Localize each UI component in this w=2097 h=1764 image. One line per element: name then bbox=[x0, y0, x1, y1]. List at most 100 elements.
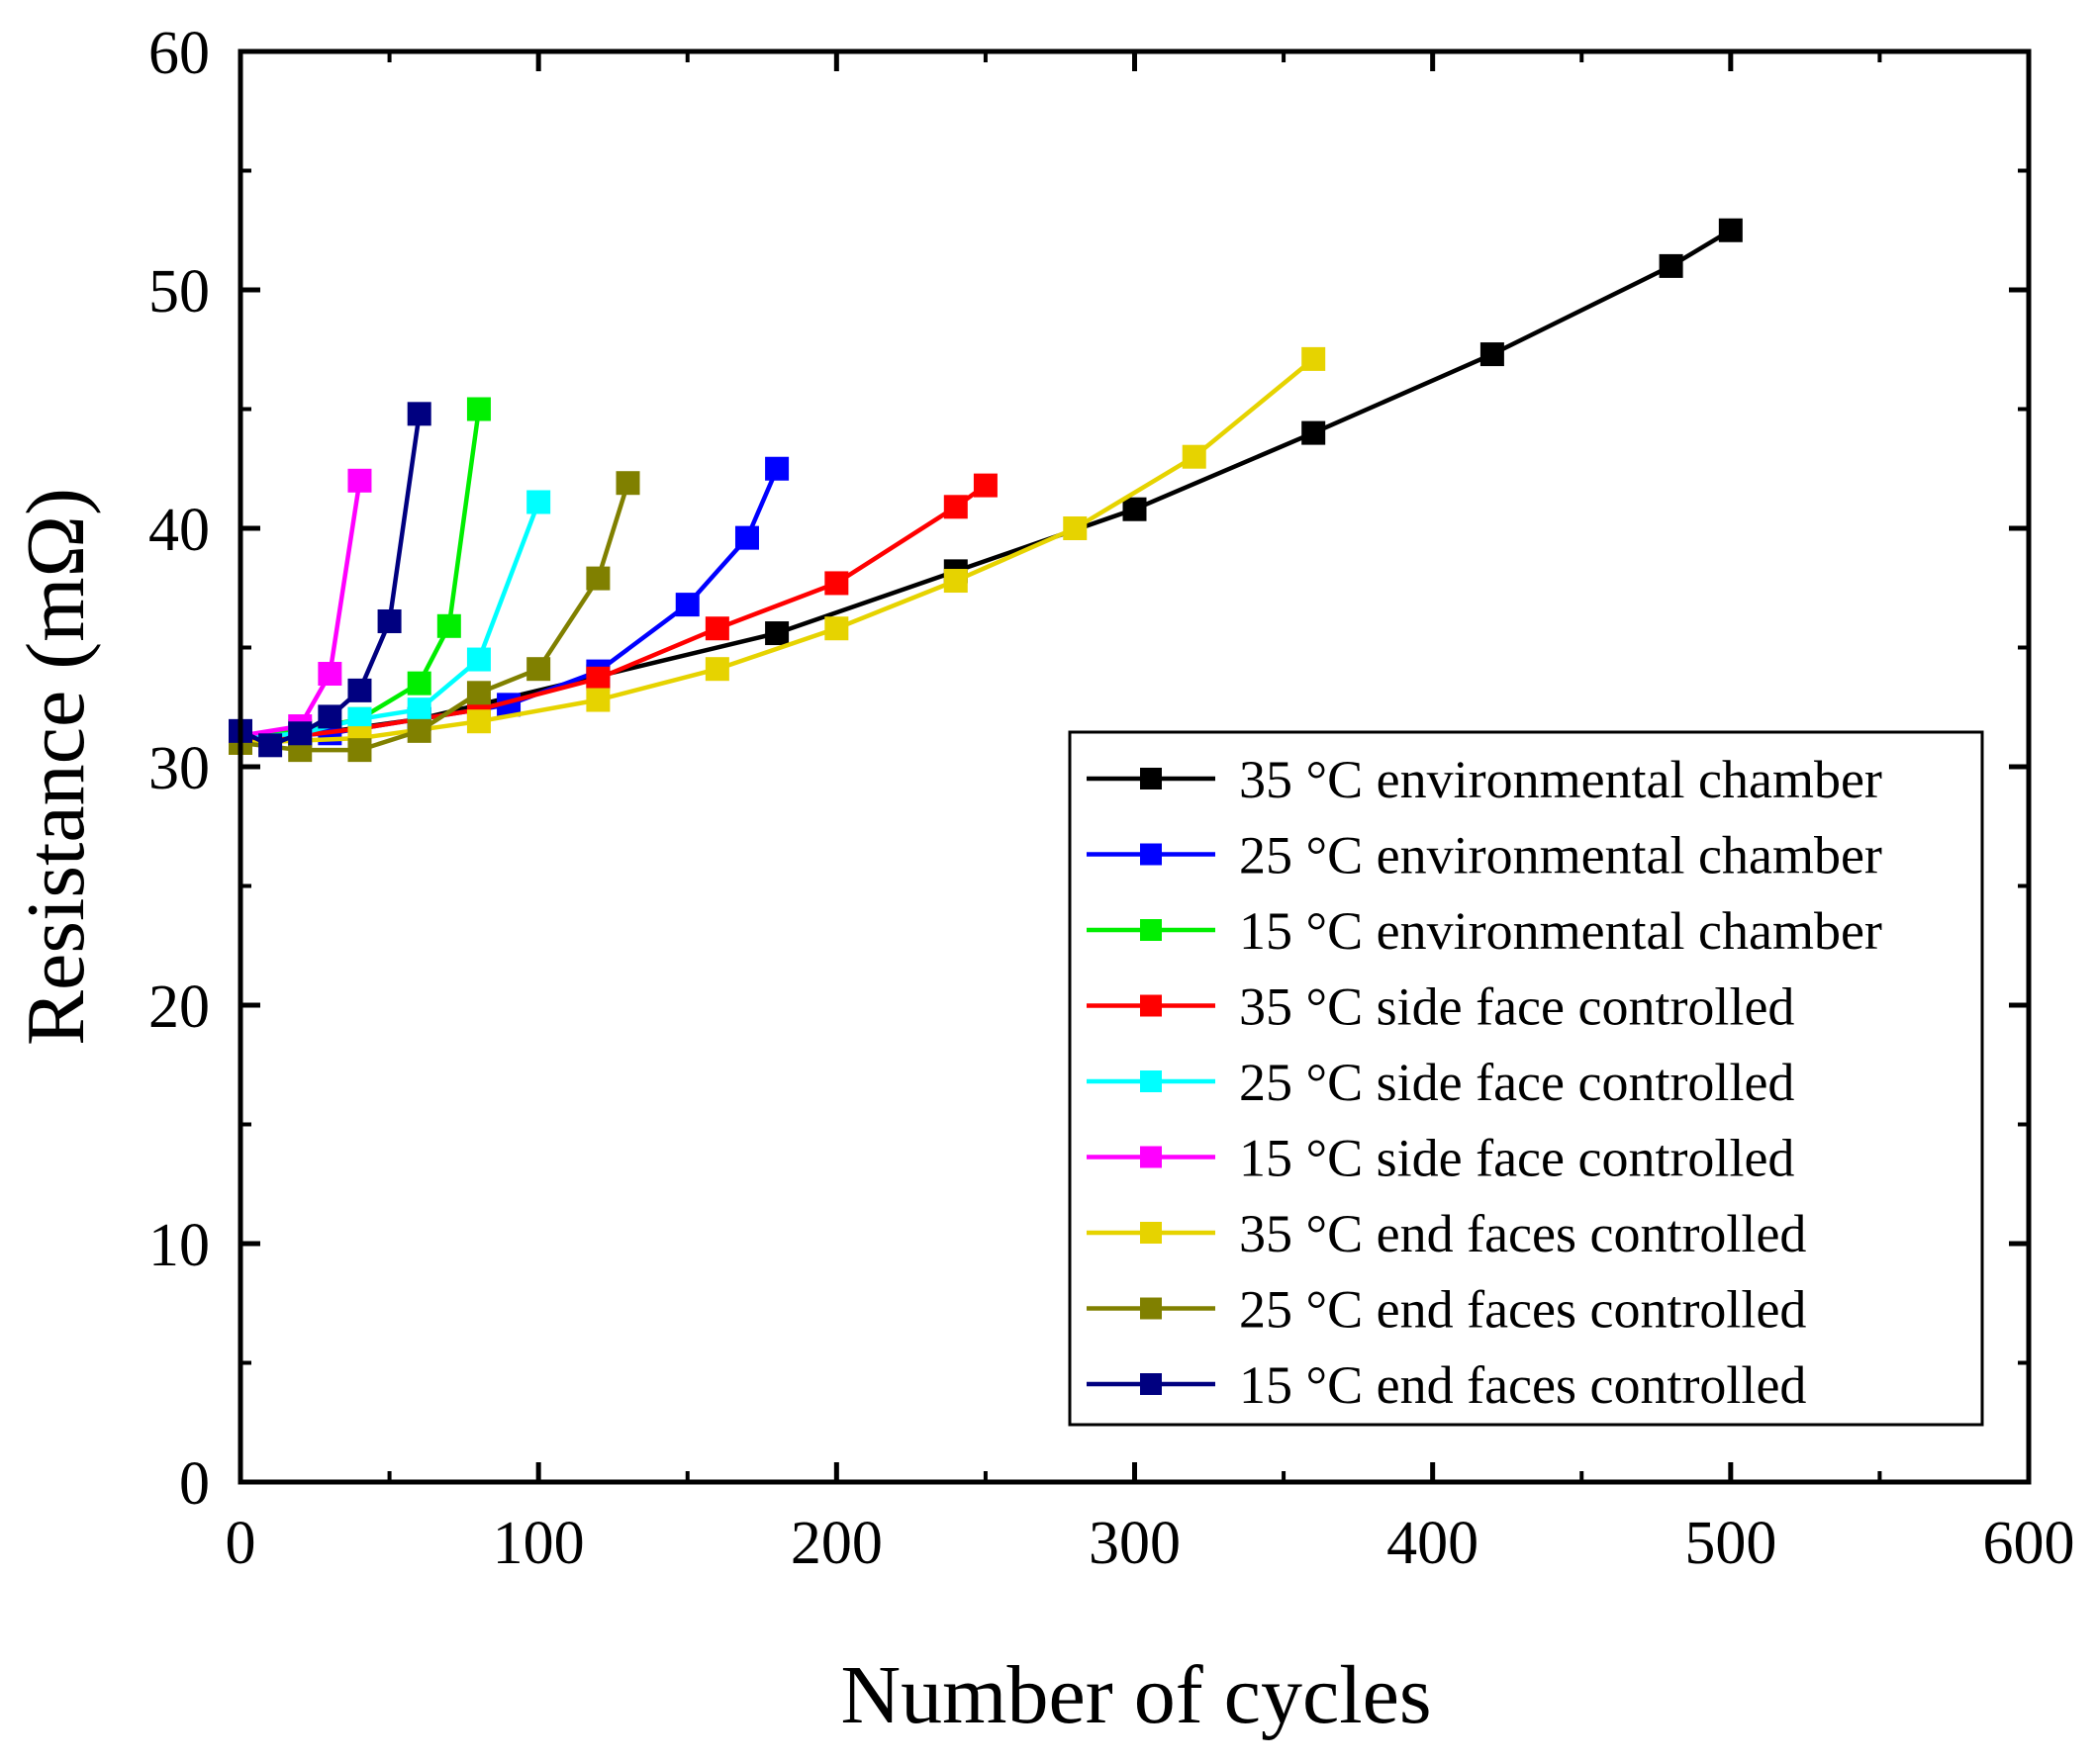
data-point bbox=[1301, 346, 1326, 371]
data-point bbox=[347, 468, 372, 493]
legend: 35 °C environmental chamber 25 °C environ… bbox=[1068, 730, 1984, 1427]
legend-swatch-marker bbox=[1140, 1146, 1162, 1168]
data-point bbox=[347, 738, 372, 763]
legend-item: 15 °C end faces controlled bbox=[1087, 1355, 1806, 1415]
y-tick-label: 40 bbox=[148, 497, 210, 564]
y-tick-label: 20 bbox=[148, 974, 210, 1041]
data-point bbox=[288, 721, 313, 746]
data-point bbox=[466, 709, 491, 734]
data-point bbox=[1479, 342, 1504, 367]
legend-item: 15 °C environmental chamber bbox=[1087, 901, 1882, 961]
legend-swatch-marker bbox=[1140, 843, 1162, 866]
x-tick-label: 500 bbox=[1684, 1510, 1776, 1577]
data-point bbox=[675, 593, 700, 617]
data-point bbox=[586, 566, 611, 591]
legend-label: 15 °C environmental chamber bbox=[1239, 901, 1882, 961]
series-line bbox=[239, 483, 988, 746]
data-point bbox=[943, 495, 968, 519]
x-tick-label: 0 bbox=[226, 1510, 256, 1577]
data-point bbox=[734, 525, 759, 550]
legend-label: 25 °C environmental chamber bbox=[1239, 826, 1882, 885]
data-point bbox=[377, 608, 402, 633]
series-9 bbox=[229, 402, 431, 758]
legend-label: 25 °C side face controlled bbox=[1239, 1053, 1794, 1112]
y-tick-label: 60 bbox=[148, 20, 210, 87]
legend-swatch-marker bbox=[1140, 1373, 1162, 1395]
data-point bbox=[1182, 444, 1206, 469]
data-point bbox=[407, 697, 431, 722]
data-point bbox=[1659, 253, 1683, 278]
legend-item: 35 °C end faces controlled bbox=[1087, 1204, 1806, 1263]
data-point bbox=[616, 471, 640, 496]
legend-label: 25 °C end faces controlled bbox=[1239, 1280, 1806, 1340]
data-point bbox=[436, 613, 461, 638]
data-point bbox=[258, 733, 283, 758]
legend-swatch-marker bbox=[1140, 1070, 1162, 1092]
data-point bbox=[1301, 420, 1326, 445]
series-line bbox=[239, 413, 422, 748]
data-point bbox=[824, 571, 849, 596]
data-point bbox=[407, 671, 431, 696]
y-tick-label: 10 bbox=[148, 1212, 210, 1279]
data-point bbox=[526, 490, 551, 514]
x-tick-label: 400 bbox=[1386, 1510, 1478, 1577]
series-line bbox=[239, 482, 630, 753]
data-point bbox=[318, 704, 342, 729]
data-point bbox=[1718, 218, 1743, 242]
data-point bbox=[973, 473, 998, 498]
series-6 bbox=[229, 468, 372, 748]
legend-label: 35 °C end faces controlled bbox=[1239, 1204, 1806, 1263]
series-layer bbox=[229, 218, 1743, 763]
legend-swatch-marker bbox=[1140, 1222, 1162, 1244]
x-tick-label: 300 bbox=[1089, 1510, 1181, 1577]
legend-item: 35 °C environmental chamber bbox=[1087, 750, 1882, 809]
x-tick-label: 200 bbox=[791, 1510, 883, 1577]
data-point bbox=[943, 569, 968, 594]
legend-swatch-marker bbox=[1140, 994, 1162, 1017]
series-4 bbox=[229, 473, 998, 755]
legend-item: 15 °C side face controlled bbox=[1087, 1129, 1794, 1188]
data-point bbox=[1063, 516, 1088, 540]
data-point bbox=[466, 681, 491, 705]
data-point bbox=[765, 621, 790, 646]
data-point bbox=[586, 688, 611, 712]
legend-label: 15 °C side face controlled bbox=[1239, 1129, 1794, 1188]
legend-item: 25 °C side face controlled bbox=[1087, 1053, 1794, 1112]
legend-item: 35 °C side face controlled bbox=[1087, 977, 1794, 1037]
data-point bbox=[318, 662, 342, 687]
legend-box bbox=[1068, 730, 1984, 1427]
data-point bbox=[466, 647, 491, 672]
y-axis-title: Resistance (mΩ) bbox=[10, 488, 102, 1046]
data-point bbox=[407, 718, 431, 743]
x-axis-title: Number of cycles bbox=[840, 1649, 1431, 1741]
y-tick-label: 50 bbox=[148, 258, 210, 325]
y-tick-label: 30 bbox=[148, 735, 210, 802]
plot-frame bbox=[238, 48, 2032, 1485]
legend-label: 15 °C end faces controlled bbox=[1239, 1355, 1806, 1415]
data-point bbox=[347, 678, 372, 702]
data-point bbox=[824, 616, 849, 641]
x-tick-label: 100 bbox=[493, 1510, 585, 1577]
data-point bbox=[765, 456, 790, 481]
legend-swatch-marker bbox=[1140, 768, 1162, 789]
series-7 bbox=[229, 346, 1326, 755]
data-point bbox=[407, 402, 431, 426]
legend-label: 35 °C side face controlled bbox=[1239, 977, 1794, 1037]
data-point bbox=[466, 397, 491, 421]
data-point bbox=[705, 616, 729, 641]
y-tick-label: 0 bbox=[179, 1450, 210, 1518]
legend-swatch-marker bbox=[1140, 1297, 1162, 1320]
data-point bbox=[586, 666, 611, 691]
series-line bbox=[239, 480, 362, 738]
data-point bbox=[705, 657, 729, 682]
legend-swatch-marker bbox=[1140, 919, 1162, 941]
x-tick-label: 600 bbox=[1983, 1510, 2075, 1577]
ticks-layer: 0 100 200 300 400 500 600 0 10 20 30 40 50 60 bbox=[148, 20, 2075, 1577]
data-point bbox=[526, 657, 551, 682]
legend-label: 35 °C environmental chamber bbox=[1239, 750, 1882, 809]
legend-item: 25 °C environmental chamber bbox=[1087, 826, 1882, 885]
legend-item: 25 °C end faces controlled bbox=[1087, 1280, 1806, 1340]
data-point bbox=[1122, 497, 1147, 521]
